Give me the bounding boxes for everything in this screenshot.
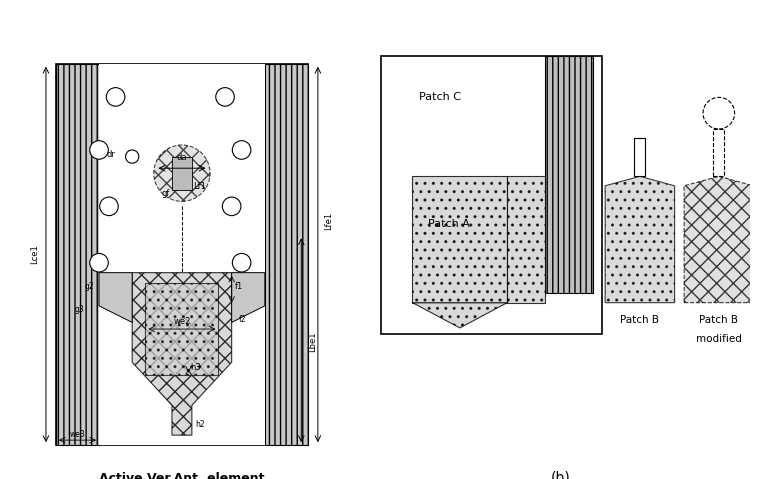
Text: (b): (b) (551, 470, 571, 479)
Text: Patch C: Patch C (418, 92, 461, 103)
Polygon shape (605, 176, 675, 303)
Circle shape (216, 88, 234, 106)
Text: Active Ver.Ant. element: Active Ver.Ant. element (99, 472, 265, 479)
Circle shape (89, 141, 108, 159)
Text: g2: g2 (84, 282, 94, 291)
Circle shape (154, 145, 210, 201)
Polygon shape (507, 176, 545, 303)
Bar (634, 138, 645, 176)
Circle shape (232, 253, 251, 272)
Bar (56, 64, 308, 445)
Text: Lbe1: Lbe1 (308, 332, 317, 353)
Circle shape (89, 253, 108, 272)
Text: Lf1: Lf1 (193, 182, 206, 191)
Text: Patch B: Patch B (700, 315, 738, 325)
Circle shape (106, 88, 125, 106)
Bar (99, 64, 265, 445)
Polygon shape (412, 303, 507, 328)
Text: da: da (177, 153, 187, 161)
Polygon shape (99, 273, 132, 322)
Text: h2: h2 (195, 420, 205, 429)
Text: Lfe1: Lfe1 (324, 212, 334, 230)
Text: Patch A: Patch A (428, 219, 470, 228)
Text: f1: f1 (235, 282, 243, 291)
Text: h3: h3 (190, 364, 201, 373)
Polygon shape (232, 273, 265, 322)
Bar (713, 129, 725, 176)
Bar (146, 283, 218, 376)
Bar (56, 64, 99, 445)
Circle shape (126, 150, 139, 163)
Bar (265, 64, 308, 445)
Circle shape (222, 197, 241, 216)
Text: modified: modified (696, 334, 742, 344)
Text: Patch B: Patch B (620, 315, 659, 325)
Text: gf: gf (162, 189, 171, 197)
Bar (545, 57, 593, 293)
Text: we2: we2 (174, 317, 190, 326)
Text: dr: dr (107, 150, 116, 160)
Circle shape (100, 197, 118, 216)
Text: we3: we3 (70, 430, 86, 439)
Text: Lce1: Lce1 (30, 245, 39, 264)
Bar (412, 176, 507, 303)
Bar (172, 157, 192, 190)
Text: f2: f2 (238, 315, 246, 324)
Polygon shape (132, 273, 232, 435)
Bar (381, 57, 602, 334)
Text: g3: g3 (74, 306, 84, 314)
Circle shape (232, 141, 251, 159)
Polygon shape (684, 176, 753, 303)
